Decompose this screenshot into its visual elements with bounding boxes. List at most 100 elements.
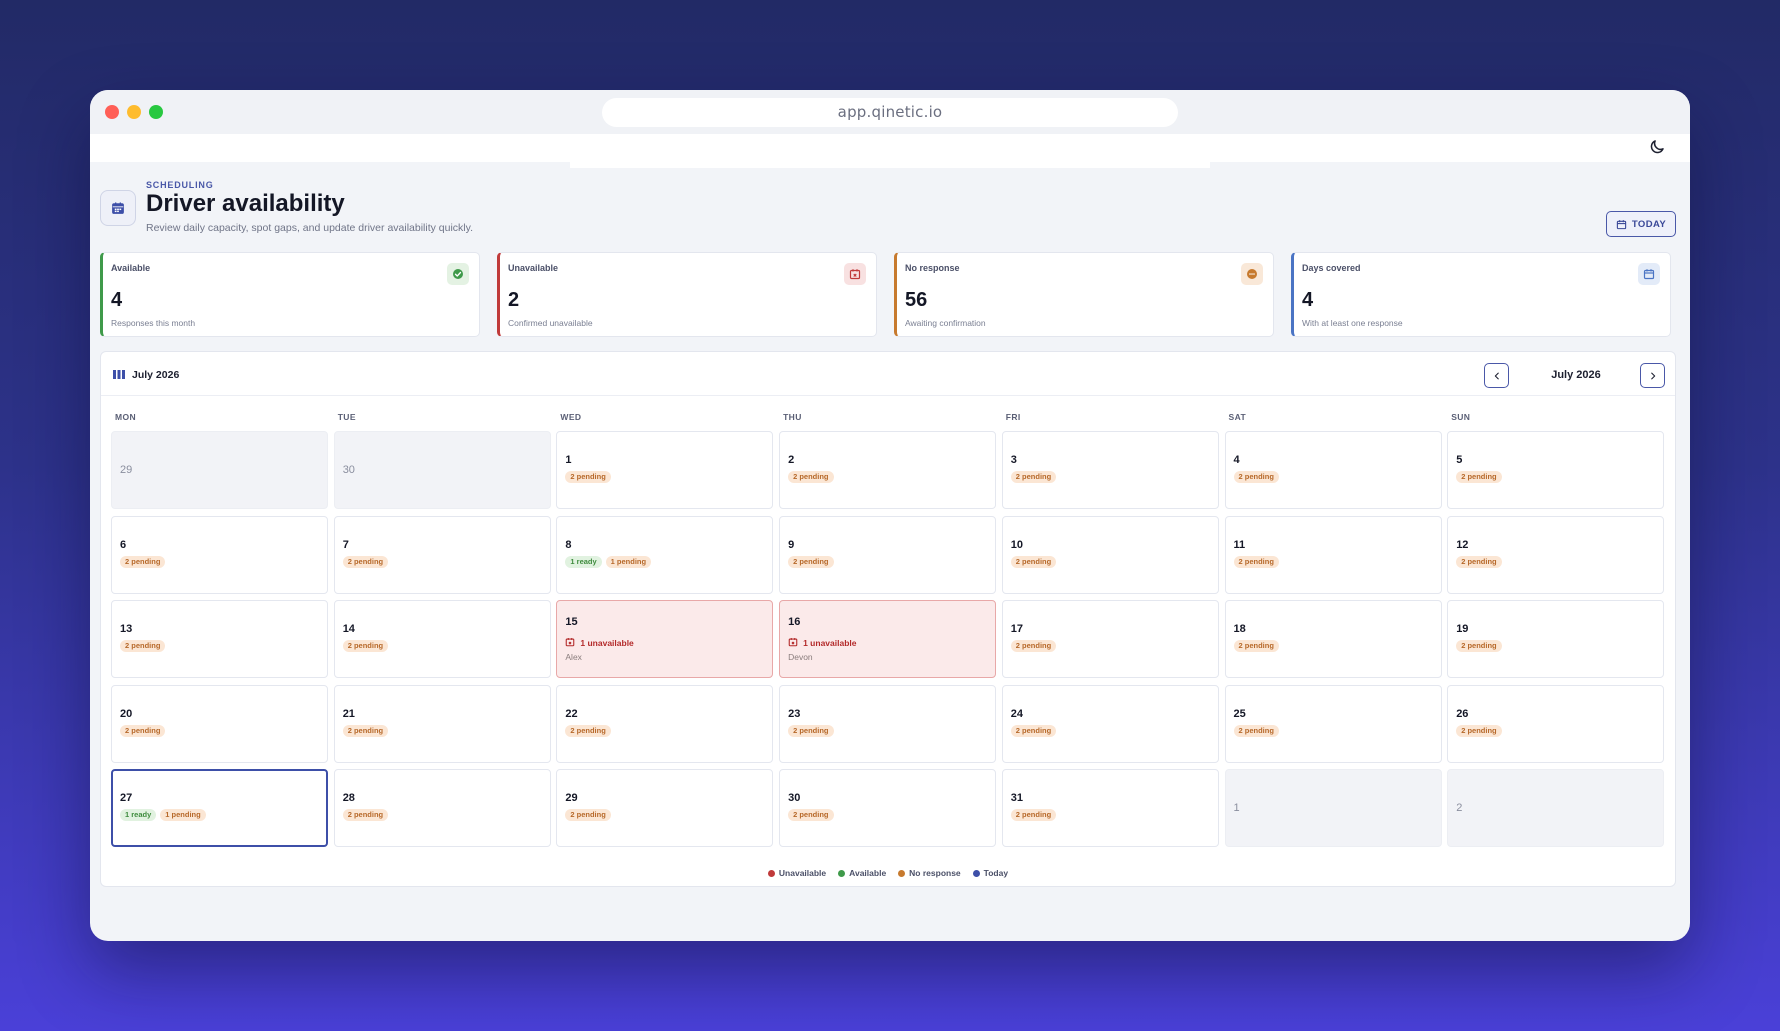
today-button[interactable]: TODAY <box>1606 211 1676 237</box>
day-badges: 2 pending <box>1233 555 1279 568</box>
pending-badge: 2 pending <box>1456 724 1502 737</box>
day-cell[interactable]: 23 2 pending <box>779 684 997 763</box>
day-number: 22 <box>565 707 578 720</box>
day-cell[interactable]: 30 <box>333 431 551 509</box>
day-badges: 2 pending <box>120 640 166 652</box>
weekday-sat: SAT <box>1228 412 1247 422</box>
minimize-window-button[interactable] <box>127 105 141 119</box>
day-cell[interactable]: 1 <box>1224 769 1442 847</box>
day-badges: 2 pending <box>1010 471 1057 483</box>
pending-badge: 2 pending <box>1233 724 1279 737</box>
day-cell[interactable]: 21 2 pending <box>333 684 551 763</box>
page-subtitle: Review daily capacity, spot gaps, and up… <box>146 222 474 234</box>
day-cell[interactable]: 5 2 pending <box>1447 431 1665 509</box>
day-cell[interactable]: 30 2 pending <box>779 769 997 847</box>
day-cell[interactable]: 25 2 pending <box>1224 684 1442 763</box>
legend-label: Today <box>983 868 1009 878</box>
weekday-thu: THU <box>783 412 802 422</box>
calendar-header: July 2026 July 2026 <box>101 352 1675 396</box>
next-month-button[interactable] <box>1640 363 1665 388</box>
day-number: 21 <box>342 707 355 720</box>
day-cell[interactable]: 10 2 pending <box>1001 515 1219 594</box>
day-cell[interactable]: 29 <box>111 431 328 509</box>
moon-icon[interactable] <box>1648 138 1666 156</box>
day-badges: 2 pending <box>788 809 834 821</box>
previous-month-button[interactable] <box>1484 363 1509 388</box>
legend-dot <box>898 869 906 877</box>
pending-badge: 2 pending <box>788 555 834 568</box>
day-cell[interactable]: 2 <box>1447 769 1665 847</box>
day-badges: 2 pending <box>1456 724 1502 737</box>
day-cell[interactable]: 26 2 pending <box>1447 684 1665 763</box>
day-number: 25 <box>1233 707 1246 720</box>
chevron-right-icon <box>1650 372 1655 379</box>
day-cell[interactable]: 31 2 pending <box>1001 769 1219 847</box>
stat-value: 56 <box>905 289 928 311</box>
day-badges: 2 pending <box>342 809 389 821</box>
calendar-x-icon <box>844 263 866 285</box>
pending-badge: 2 pending <box>120 640 166 652</box>
calendar-panel: July 2026 July 2026 MON TUE WED THU FRI SAT SU… <box>100 351 1676 887</box>
weekday-wed: WED <box>560 412 582 422</box>
day-cell[interactable]: 20 2 pending <box>111 684 328 763</box>
day-cell[interactable]: 15 1 unavailable Alex <box>556 600 774 678</box>
day-cell[interactable]: 17 2 pending <box>1001 600 1219 678</box>
day-cell[interactable]: 22 2 pending <box>556 684 774 763</box>
pending-badge: 2 pending <box>1010 555 1057 568</box>
stat-label: No response <box>905 263 960 273</box>
legend-item-available: Available <box>838 868 886 878</box>
day-cell[interactable]: 24 2 pending <box>1001 684 1219 763</box>
day-number: 3 <box>1010 454 1017 466</box>
pending-badge: 2 pending <box>1456 640 1502 652</box>
day-number: 1 <box>1233 802 1240 814</box>
day-cell[interactable]: 14 2 pending <box>333 600 551 678</box>
day-number: 30 <box>342 464 355 476</box>
pending-badge: 2 pending <box>342 555 389 568</box>
day-number: 7 <box>342 538 349 551</box>
day-cell[interactable]: 18 2 pending <box>1224 600 1442 678</box>
day-cell[interactable]: 8 1 ready 1 pending <box>556 515 774 594</box>
day-number: 24 <box>1010 707 1024 720</box>
day-cell[interactable]: 3 2 pending <box>1001 431 1219 509</box>
day-cell[interactable]: 16 1 unavailable Devon <box>779 600 997 678</box>
pending-badge: 2 pending <box>1010 809 1057 821</box>
unavailable-driver-name: Alex <box>565 652 582 662</box>
maximize-window-button[interactable] <box>149 105 163 119</box>
calendar-legend: Unavailable Available No response Today <box>101 868 1675 878</box>
day-badges: 2 pending <box>1010 724 1057 737</box>
calendar-view-title: July 2026 <box>132 369 180 381</box>
stat-value: 4 <box>111 289 123 311</box>
day-cell[interactable]: 29 2 pending <box>556 769 774 847</box>
chevron-left-icon <box>1494 372 1499 379</box>
legend-label: Unavailable <box>778 868 827 878</box>
pending-badge: 2 pending <box>565 471 611 483</box>
day-number: 10 <box>1010 538 1024 551</box>
close-window-button[interactable] <box>105 105 119 119</box>
day-cell[interactable]: 12 2 pending <box>1447 515 1665 594</box>
day-cell[interactable]: 7 2 pending <box>333 515 551 594</box>
pending-badge: 2 pending <box>120 724 166 737</box>
day-cell[interactable]: 2 2 pending <box>779 431 997 509</box>
columns-icon <box>113 370 125 379</box>
weekday-sun: SUN <box>1451 412 1471 422</box>
day-badges: 2 pending <box>342 724 389 737</box>
day-cell[interactable]: 9 2 pending <box>779 515 997 594</box>
day-cell-today[interactable]: 27 1 ready 1 pending <box>111 769 328 847</box>
day-cell[interactable]: 19 2 pending <box>1447 600 1665 678</box>
day-cell[interactable]: 13 2 pending <box>111 600 328 678</box>
day-cell[interactable]: 11 2 pending <box>1224 515 1442 594</box>
day-number: 9 <box>788 538 795 551</box>
legend-dot <box>972 869 980 877</box>
day-cell[interactable]: 1 2 pending <box>556 431 774 509</box>
address-bar[interactable]: app.qinetic.io <box>602 98 1178 127</box>
day-cell[interactable]: 28 2 pending <box>333 769 551 847</box>
pending-badge: 2 pending <box>1010 640 1057 652</box>
app-top-bar <box>90 134 1690 168</box>
day-badges: 2 pending <box>342 640 389 652</box>
calendar-x-icon <box>788 634 798 652</box>
day-cell[interactable]: 4 2 pending <box>1224 431 1442 509</box>
title-bar: app.qinetic.io <box>90 90 1690 134</box>
day-cell[interactable]: 6 2 pending <box>111 515 328 594</box>
day-badges: 2 pending <box>788 471 834 483</box>
day-badges: 2 pending <box>342 555 389 568</box>
